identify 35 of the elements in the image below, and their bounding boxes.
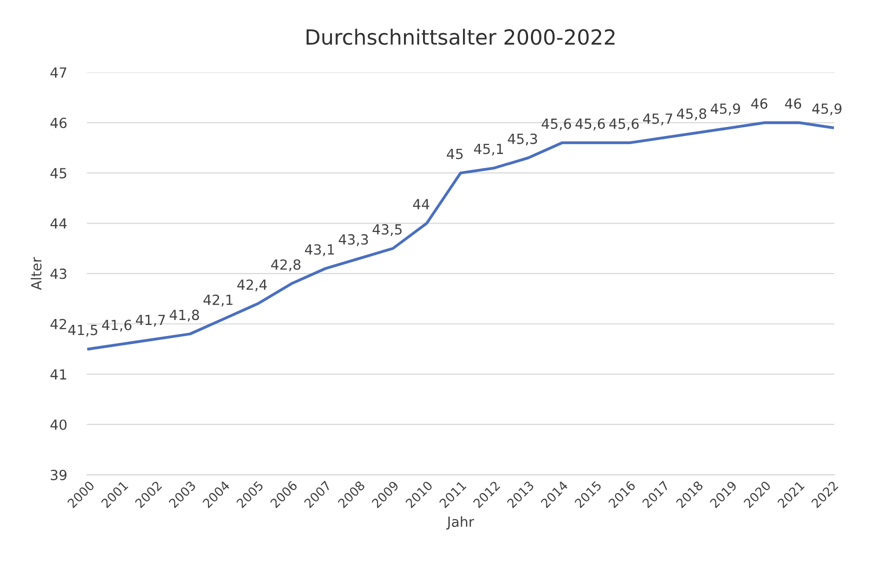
data-label: 44 <box>413 199 430 210</box>
y-tick-label: 42 <box>50 318 66 330</box>
y-tick-label: 47 <box>50 68 66 78</box>
y-tick-label: 44 <box>50 218 67 229</box>
y-tick-label: 39 <box>50 470 66 480</box>
data-label: 46 <box>751 98 768 109</box>
x-axis-title: Jahr <box>446 516 474 530</box>
data-label: 45,6 <box>542 118 572 130</box>
data-label: 43,1 <box>304 244 334 256</box>
data-label: 45,8 <box>676 108 706 120</box>
y-tick-label: 46 <box>50 118 67 128</box>
data-label: 42,4 <box>237 279 267 292</box>
data-label: 45,6 <box>609 118 639 130</box>
data-label: 45 <box>446 148 463 160</box>
data-label: 41,7 <box>136 314 165 327</box>
data-label: 45,7 <box>643 114 672 126</box>
data-label: 46 <box>785 98 802 109</box>
data-label: 45,9 <box>812 103 842 116</box>
data-label: 43,5 <box>372 224 402 236</box>
y-tick-label: 40 <box>50 419 67 430</box>
data-label: 42,8 <box>271 259 300 272</box>
y-tick-label: 41 <box>50 369 66 380</box>
data-label: 41,5 <box>68 324 98 337</box>
data-label: 41,6 <box>102 320 132 332</box>
data-label: 45,3 <box>508 134 537 146</box>
data-label: 45,6 <box>575 118 605 130</box>
data-label: 45,9 <box>710 103 740 116</box>
chart-title: Durchschnittsalter 2000-2022 <box>306 28 614 45</box>
y-tick-label: 45 <box>50 168 66 178</box>
data-label: 41,8 <box>170 310 199 322</box>
y-axis-title: Alter <box>30 257 42 290</box>
data-label: 42,1 <box>204 294 232 306</box>
data-label: 43,3 <box>338 234 368 246</box>
data-label: 45,1 <box>474 144 504 156</box>
y-tick-label: 43 <box>50 268 66 280</box>
